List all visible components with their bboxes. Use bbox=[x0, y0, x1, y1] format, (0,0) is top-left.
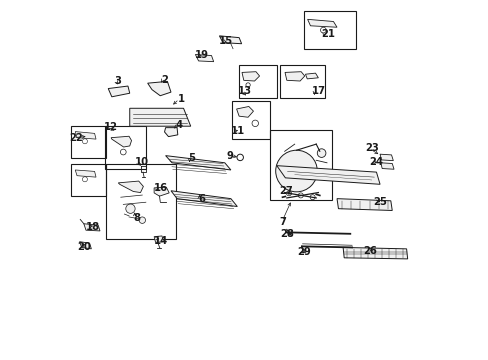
Text: 1: 1 bbox=[178, 94, 185, 104]
Polygon shape bbox=[75, 132, 96, 139]
Text: 4: 4 bbox=[175, 121, 183, 130]
Polygon shape bbox=[171, 191, 237, 207]
Polygon shape bbox=[380, 163, 393, 169]
Circle shape bbox=[125, 204, 135, 213]
Polygon shape bbox=[219, 36, 241, 44]
Text: 28: 28 bbox=[280, 229, 294, 239]
Bar bbox=[70, 164, 106, 196]
Text: 7: 7 bbox=[279, 217, 286, 227]
Text: 18: 18 bbox=[86, 222, 100, 231]
Polygon shape bbox=[154, 187, 169, 196]
Polygon shape bbox=[164, 128, 178, 136]
Text: 20: 20 bbox=[77, 242, 91, 252]
Text: 9: 9 bbox=[226, 150, 233, 161]
Polygon shape bbox=[379, 154, 392, 161]
Bar bbox=[231, 101, 269, 139]
Polygon shape bbox=[118, 181, 143, 193]
Polygon shape bbox=[129, 108, 190, 126]
Text: 26: 26 bbox=[363, 246, 377, 256]
Bar bbox=[70, 126, 106, 158]
Text: 25: 25 bbox=[372, 197, 386, 207]
Text: 21: 21 bbox=[321, 29, 335, 39]
Polygon shape bbox=[111, 136, 131, 147]
Polygon shape bbox=[83, 224, 100, 231]
Polygon shape bbox=[165, 156, 230, 170]
Bar bbox=[280, 65, 325, 98]
Text: 11: 11 bbox=[231, 126, 245, 136]
Text: 10: 10 bbox=[135, 157, 149, 167]
Polygon shape bbox=[75, 170, 96, 177]
Text: 12: 12 bbox=[104, 122, 118, 132]
Text: 5: 5 bbox=[188, 153, 195, 163]
Text: 8: 8 bbox=[133, 213, 140, 223]
Bar bbox=[106, 164, 176, 239]
Polygon shape bbox=[80, 242, 91, 249]
Polygon shape bbox=[147, 81, 171, 96]
Text: 22: 22 bbox=[69, 133, 82, 143]
Bar bbox=[269, 130, 332, 200]
Text: 3: 3 bbox=[115, 76, 122, 86]
Circle shape bbox=[317, 149, 325, 157]
Polygon shape bbox=[343, 247, 407, 259]
Text: 27: 27 bbox=[279, 186, 293, 197]
Text: 19: 19 bbox=[195, 50, 208, 60]
Text: 14: 14 bbox=[154, 236, 168, 246]
Polygon shape bbox=[154, 236, 163, 242]
Polygon shape bbox=[236, 107, 253, 117]
Circle shape bbox=[275, 150, 317, 192]
Circle shape bbox=[139, 217, 145, 224]
Text: 24: 24 bbox=[368, 157, 383, 167]
Text: 15: 15 bbox=[218, 36, 232, 46]
Text: 16: 16 bbox=[154, 183, 168, 193]
Text: 6: 6 bbox=[198, 194, 204, 204]
Text: 29: 29 bbox=[297, 247, 311, 257]
Polygon shape bbox=[276, 166, 379, 184]
Text: 2: 2 bbox=[161, 75, 168, 85]
Polygon shape bbox=[307, 19, 336, 27]
Bar bbox=[104, 126, 145, 169]
Polygon shape bbox=[285, 72, 304, 81]
Polygon shape bbox=[305, 73, 318, 79]
Bar bbox=[303, 12, 355, 49]
Polygon shape bbox=[336, 199, 391, 211]
Bar bbox=[239, 65, 276, 98]
Polygon shape bbox=[195, 54, 213, 62]
Text: 13: 13 bbox=[238, 86, 251, 96]
Text: 17: 17 bbox=[311, 86, 325, 96]
Polygon shape bbox=[108, 86, 129, 97]
Polygon shape bbox=[242, 72, 259, 81]
Text: 23: 23 bbox=[365, 143, 379, 153]
